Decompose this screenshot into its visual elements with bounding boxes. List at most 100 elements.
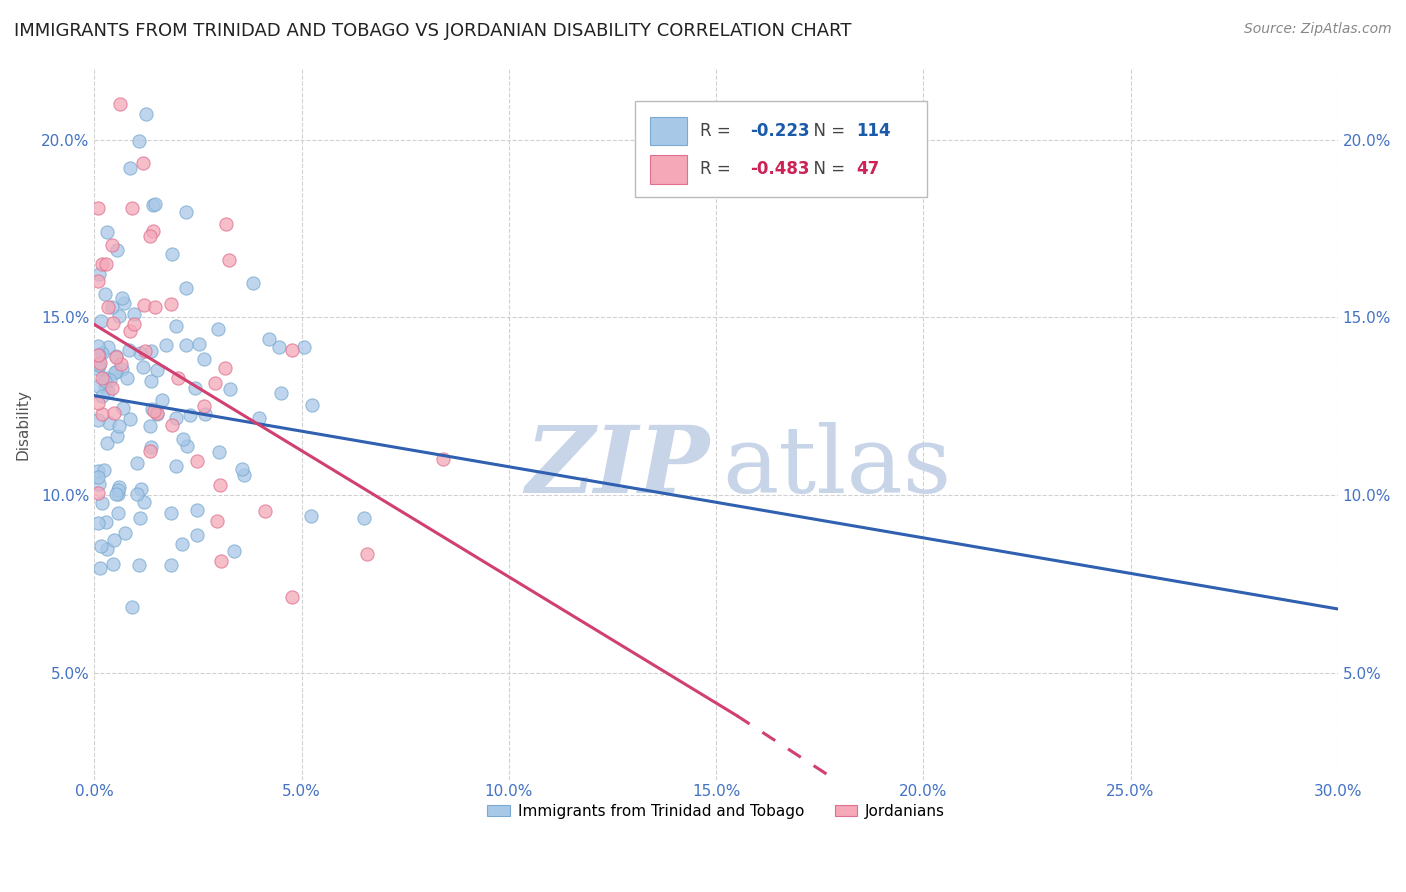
Point: [118, 324, 141, 338]
Point: [87, 358, 110, 372]
Point: [114, 525, 136, 540]
Point: [193, 400, 215, 414]
Point: [96, 226, 118, 240]
Point: [280, 590, 302, 604]
Point: [143, 301, 166, 315]
Point: [120, 161, 142, 176]
Point: [249, 410, 271, 425]
Point: [107, 487, 129, 501]
Point: [160, 417, 183, 432]
Point: [204, 376, 226, 391]
Point: [188, 336, 211, 351]
Text: atlas: atlas: [723, 422, 952, 512]
Bar: [650, 155, 688, 184]
Point: [107, 480, 129, 494]
Point: [139, 444, 162, 458]
Point: [128, 134, 150, 148]
Point: [105, 350, 128, 364]
Point: [101, 558, 124, 572]
Text: R =: R =: [700, 161, 735, 178]
Point: [94, 257, 117, 271]
FancyBboxPatch shape: [636, 101, 928, 196]
Point: [121, 599, 143, 614]
Point: [87, 469, 110, 483]
Point: [145, 406, 167, 420]
Point: [219, 383, 242, 397]
Point: [129, 346, 152, 360]
Point: [97, 300, 120, 314]
Text: -0.223: -0.223: [749, 122, 810, 140]
Point: [270, 385, 292, 400]
Y-axis label: Disability: Disability: [15, 389, 30, 459]
Point: [103, 406, 125, 420]
Point: [301, 509, 323, 524]
Text: IMMIGRANTS FROM TRINIDAD AND TOBAGO VS JORDANIAN DISABILITY CORRELATION CHART: IMMIGRANTS FROM TRINIDAD AND TOBAGO VS J…: [14, 22, 852, 40]
Point: [269, 340, 291, 354]
Point: [87, 413, 110, 427]
Point: [91, 388, 114, 402]
Point: [98, 416, 121, 430]
Point: [165, 410, 187, 425]
Point: [150, 392, 173, 407]
Point: [96, 435, 118, 450]
Point: [159, 506, 181, 520]
Point: [89, 561, 111, 575]
Point: [87, 201, 110, 215]
Point: [356, 547, 378, 561]
Point: [172, 432, 194, 446]
Point: [103, 533, 125, 547]
Point: [87, 268, 110, 282]
Point: [224, 544, 246, 558]
Point: [135, 107, 157, 121]
Text: 47: 47: [856, 161, 880, 178]
Point: [118, 412, 141, 426]
Point: [301, 398, 323, 412]
Point: [122, 307, 145, 321]
Point: [121, 201, 143, 215]
Point: [186, 503, 208, 517]
Point: [209, 554, 232, 568]
Point: [115, 371, 138, 385]
Point: [91, 407, 114, 421]
Point: [353, 511, 375, 525]
Point: [208, 445, 231, 459]
Point: [186, 454, 208, 468]
Point: [292, 340, 315, 354]
Point: [97, 341, 120, 355]
Point: [89, 355, 111, 369]
Point: [184, 381, 207, 395]
Point: [176, 439, 198, 453]
Point: [104, 349, 127, 363]
Point: [166, 371, 188, 385]
Point: [218, 252, 240, 267]
Point: [207, 514, 229, 528]
Point: [104, 365, 127, 379]
Point: [186, 528, 208, 542]
Point: [90, 256, 112, 270]
Point: [139, 229, 162, 244]
Point: [107, 506, 129, 520]
Point: [280, 343, 302, 358]
Point: [142, 224, 165, 238]
Point: [118, 343, 141, 357]
Point: [194, 407, 217, 421]
Text: N =: N =: [803, 122, 851, 140]
Point: [89, 477, 111, 491]
Point: [87, 486, 110, 500]
Point: [90, 314, 112, 328]
Point: [105, 243, 128, 257]
Point: [155, 338, 177, 352]
Point: [87, 464, 110, 478]
Point: [134, 298, 156, 312]
Point: [125, 456, 148, 470]
Point: [134, 343, 156, 358]
Point: [108, 419, 131, 434]
Point: [139, 418, 162, 433]
Point: [214, 360, 236, 375]
Point: [159, 296, 181, 310]
Point: [141, 402, 163, 417]
Point: [97, 371, 120, 385]
Point: [146, 363, 169, 377]
Point: [101, 381, 124, 395]
Point: [112, 296, 135, 310]
